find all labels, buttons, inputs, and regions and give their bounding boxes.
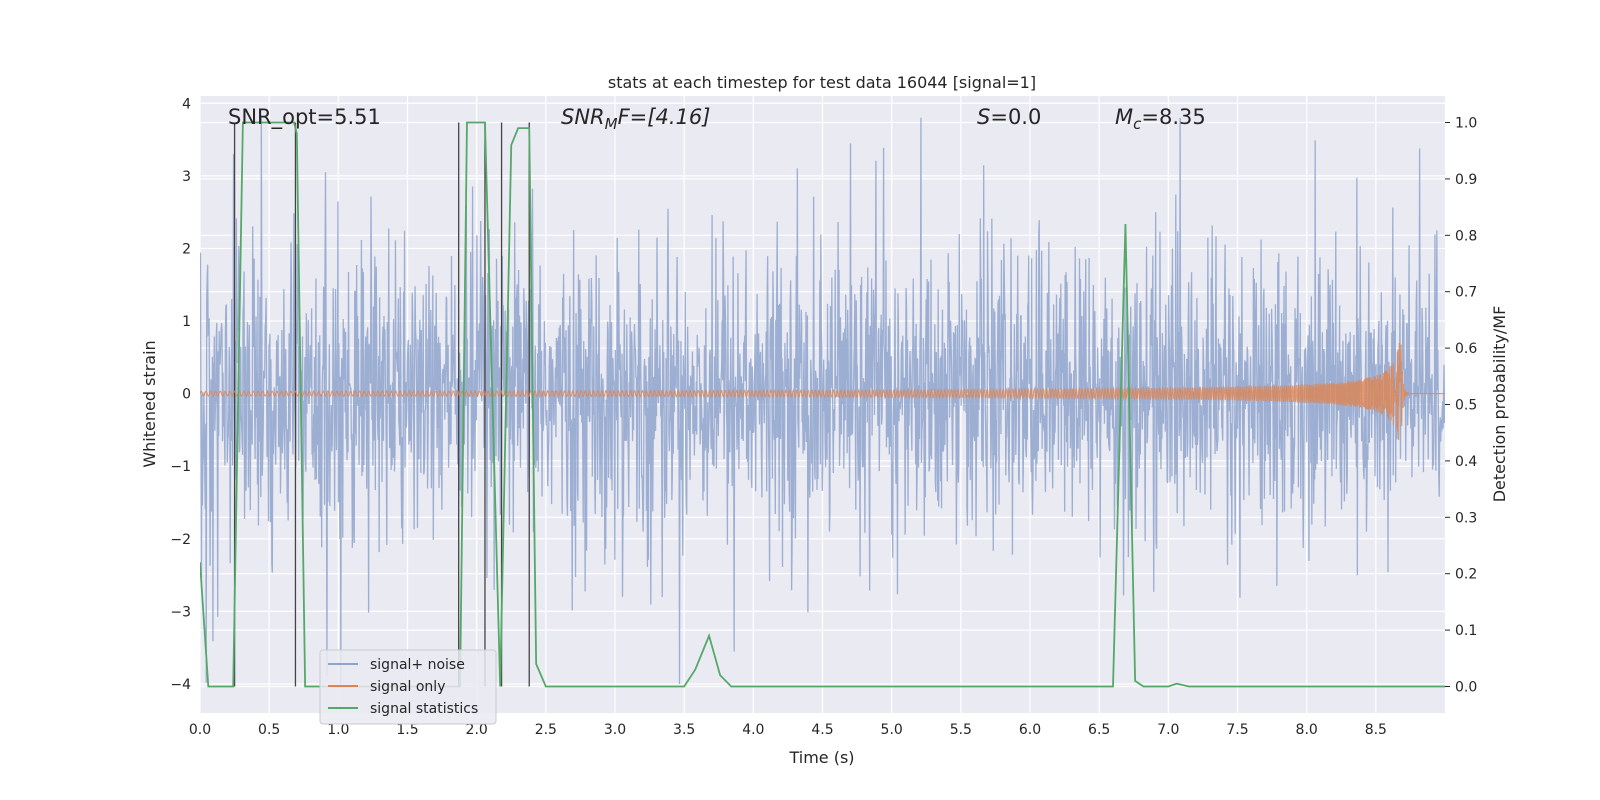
x-tick-label: 3.5 <box>673 722 695 738</box>
x-tick-label: 0.5 <box>258 722 280 738</box>
y-right-tick-label: 0.2 <box>1455 567 1477 583</box>
y-right-axis-label: Detection probability/MF <box>1490 306 1509 503</box>
y-right-tick-label: 0.1 <box>1455 623 1477 639</box>
y-left-tick-label: 0 <box>182 387 191 403</box>
y-right-tick-label: 0.7 <box>1455 285 1477 301</box>
x-tick-label: 8.5 <box>1365 722 1387 738</box>
y-right-tick-label: 0.4 <box>1455 454 1477 470</box>
signal-noise-series <box>200 117 1445 684</box>
x-tick-label: 5.5 <box>950 722 972 738</box>
y-left-tick-label: −2 <box>170 532 191 548</box>
annotation-snr-mf: SNRMF=[4.16] <box>561 105 710 133</box>
y-left-tick-label: 4 <box>182 96 191 112</box>
annotation-s: S=0.0 <box>977 105 1041 129</box>
y-left-tick-label: 2 <box>182 241 191 257</box>
y-right-tick-label: 0.8 <box>1455 228 1477 244</box>
signal-statistics-series <box>200 121 1445 688</box>
legend-label-signal-only: signal only <box>370 679 445 695</box>
x-tick-label: 6.0 <box>1019 722 1041 738</box>
y-right-axis-ticks: 0.0 0.1 0.2 0.3 0.4 0.5 0.6 0.7 0.8 0.9 1.0 <box>1445 116 1477 695</box>
x-tick-label: 4.5 <box>811 722 833 738</box>
y-left-axis-ticks: −4 −3 −2 −1 0 1 2 3 4 <box>170 96 191 693</box>
annotation-mc: Mc=8.35 <box>1115 105 1206 133</box>
y-left-tick-label: −1 <box>170 459 191 475</box>
y-left-tick-label: −3 <box>170 604 191 620</box>
chart-title: stats at each timestep for test data 160… <box>608 73 1036 92</box>
x-tick-label: 1.0 <box>327 722 349 738</box>
x-axis-ticks: 0.0 0.5 1.0 1.5 2.0 2.5 3.0 3.5 4.0 4.5 5.0 5.5 6.0 6… <box>189 722 1387 738</box>
x-tick-label: 0.0 <box>189 722 211 738</box>
x-tick-label: 2.5 <box>535 722 557 738</box>
y-left-axis-label: Whitened strain <box>140 340 159 467</box>
signal-only-series <box>200 343 1445 440</box>
x-tick-label: 2.0 <box>466 722 488 738</box>
x-tick-label: 7.0 <box>1157 722 1179 738</box>
x-tick-label: 8.0 <box>1296 722 1318 738</box>
legend-box <box>319 649 497 725</box>
x-tick-label: 1.5 <box>396 722 418 738</box>
y-right-tick-label: 0.3 <box>1455 510 1477 526</box>
y-right-tick-label: 0.5 <box>1455 398 1477 414</box>
x-tick-label: 7.5 <box>1226 722 1248 738</box>
x-tick-label: 5.0 <box>881 722 903 738</box>
signal-statistics-line <box>200 121 1445 688</box>
y-right-tick-label: 0.6 <box>1455 341 1477 357</box>
x-tick-label: 3.0 <box>604 722 626 738</box>
y-right-tick-label: 0.0 <box>1455 679 1477 695</box>
y-left-tick-label: −4 <box>170 677 191 693</box>
y-right-tick-label: 1.0 <box>1455 116 1477 132</box>
signal-noise-line <box>200 117 1445 684</box>
legend-label-signal-statistics: signal statistics <box>370 701 478 717</box>
x-tick-label: 6.5 <box>1088 722 1110 738</box>
x-axis-label: Time (s) <box>788 748 854 767</box>
x-tick-label: 4.0 <box>742 722 764 738</box>
y-right-tick-label: 0.9 <box>1455 172 1477 188</box>
y-left-tick-label: 3 <box>182 169 191 185</box>
signal-only-line <box>200 343 1445 440</box>
legend: signal+ noise signal only signal statist… <box>319 649 497 725</box>
annotation-snr-opt: SNR_opt=5.51 <box>228 105 381 130</box>
legend-label-signal-noise: signal+ noise <box>370 657 465 673</box>
y-left-tick-label: 1 <box>182 314 191 330</box>
